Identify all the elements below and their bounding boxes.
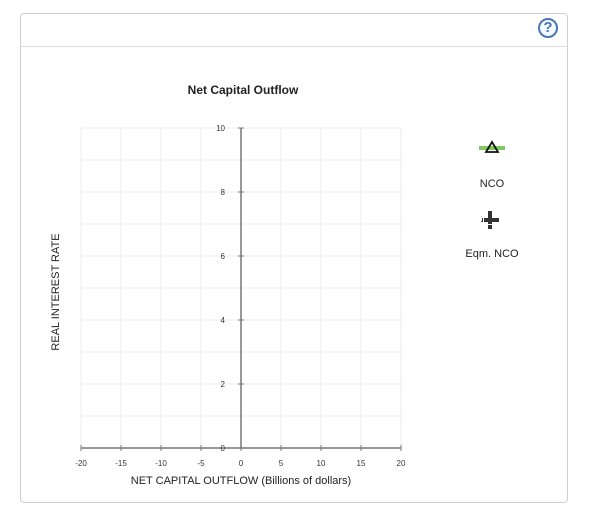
y-tick-label: 6: [221, 252, 226, 261]
legend-label-nco: NCO: [479, 178, 505, 190]
legend-tool-nco[interactable]: [478, 140, 506, 156]
graph-panel: ?: [20, 13, 568, 503]
triangle-line-icon: [479, 140, 505, 153]
x-tick-label: 15: [357, 459, 366, 468]
y-tick-label: 4: [221, 316, 226, 325]
y-tick-label: 0: [221, 444, 226, 453]
x-tick-label: -5: [197, 459, 205, 468]
x-tick-label: 0: [239, 459, 244, 468]
x-tick-label: 20: [397, 459, 406, 468]
x-axis-label: NET CAPITAL OUTFLOW (Billions of dollars…: [130, 475, 352, 487]
panel-header: ?: [21, 14, 567, 47]
y-tick-label: 2: [221, 380, 226, 389]
plus-crosshair-icon: [479, 211, 499, 229]
x-tick-label: -15: [115, 459, 127, 468]
help-button[interactable]: ?: [538, 18, 558, 38]
x-tick-label: 10: [317, 459, 326, 468]
y-tick-label: 8: [221, 188, 226, 197]
y-tick-label: 10: [216, 124, 225, 133]
legend-label-eqm-nco: Eqm. NCO: [465, 248, 519, 260]
legend-tool-eqm-nco[interactable]: [478, 210, 502, 230]
chart-title: Net Capital Outflow: [187, 83, 299, 97]
x-tick-label: -10: [155, 459, 167, 468]
x-tick-label: 5: [279, 459, 284, 468]
x-tick-label: -20: [75, 459, 87, 468]
